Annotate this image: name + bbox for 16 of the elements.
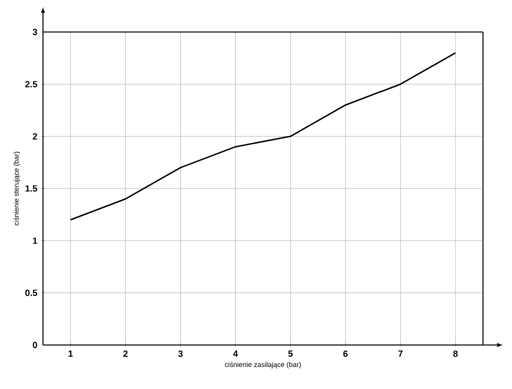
x-tick-label: 2 [123, 350, 128, 357]
y-tick-label: 0.5 [25, 290, 38, 296]
x-tick-label: 5 [288, 350, 293, 357]
y-tick-label: 2.5 [25, 80, 38, 88]
y-tick-label: 1.5 [26, 185, 38, 192]
x-tick-label: 4 [233, 350, 238, 357]
x-tick-label: 3 [178, 350, 183, 357]
line-series [70, 52, 456, 220]
y-tick-label: 3 [32, 28, 38, 36]
y-tick-label: 0 [32, 342, 38, 348]
y-tick-label: 1 [33, 238, 38, 244]
x-tick-label: 6 [343, 350, 348, 357]
x-tick-label: 7 [398, 350, 403, 357]
x-tick-label: 8 [453, 350, 458, 357]
x-tick-label: 1 [68, 350, 73, 357]
y-tick-label: 2 [32, 133, 38, 140]
